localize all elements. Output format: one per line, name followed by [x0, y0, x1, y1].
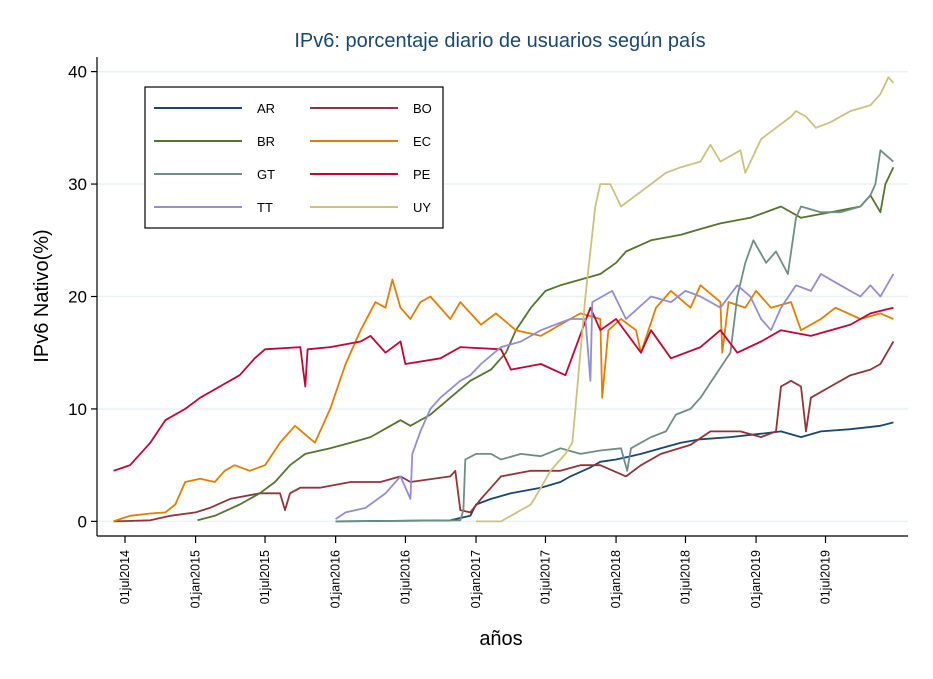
- legend-label: PE: [413, 167, 431, 182]
- series-line-pe: [113, 306, 894, 472]
- x-ticks: 01jul2014 01jan2015 01jul2015 01jan2016 01ju…: [118, 536, 833, 608]
- legend-label: BO: [413, 101, 432, 116]
- series-line-uy: [476, 76, 895, 523]
- x-tick-label: 01jul2016: [398, 550, 412, 604]
- legend-label: AR: [257, 101, 275, 116]
- x-tick-label: 01jan2016: [329, 550, 343, 608]
- x-tick-label: 01jul2017: [538, 550, 552, 604]
- legend-label: UY: [413, 200, 431, 215]
- x-tick-label: 01jan2015: [189, 550, 203, 608]
- series-line-tt: [335, 273, 895, 520]
- x-tick-label: 01jul2019: [819, 550, 833, 604]
- x-tick-label: 01jul2015: [258, 550, 272, 604]
- x-tick-label: 01jul2014: [118, 550, 132, 604]
- series-line-br: [197, 166, 895, 522]
- legend: AR BO BR EC GT PE TT UY: [144, 86, 444, 229]
- legend-label: BR: [257, 134, 275, 149]
- x-tick-label: 01jul2018: [678, 550, 692, 604]
- y-axis-label: IPv6 Nativo(%): [31, 229, 53, 362]
- chart-title: IPv6: porcentaje diario de usuarios segú…: [294, 30, 705, 52]
- x-tick-label: 01jan2017: [469, 550, 483, 608]
- y-tick-label: 0: [78, 512, 87, 531]
- y-tick-label: 30: [68, 175, 87, 194]
- legend-box: [144, 86, 444, 229]
- x-tick-label: 01jan2019: [749, 550, 763, 608]
- series-line-bo: [113, 341, 895, 523]
- y-tick-label: 10: [68, 400, 87, 419]
- legend-label: TT: [257, 200, 273, 215]
- series-line-gt: [335, 149, 894, 523]
- x-tick-label: 01jan2018: [609, 550, 623, 608]
- legend-label: GT: [257, 167, 275, 182]
- series-line-ec: [113, 278, 894, 523]
- y-ticks: 0 10 20 30 40: [68, 63, 97, 531]
- series-line-ar: [335, 421, 894, 523]
- x-axis-label: años: [479, 628, 522, 650]
- legend-label: EC: [413, 134, 431, 149]
- y-tick-label: 40: [68, 63, 87, 82]
- series-lines: [113, 76, 895, 523]
- y-tick-label: 20: [68, 288, 87, 307]
